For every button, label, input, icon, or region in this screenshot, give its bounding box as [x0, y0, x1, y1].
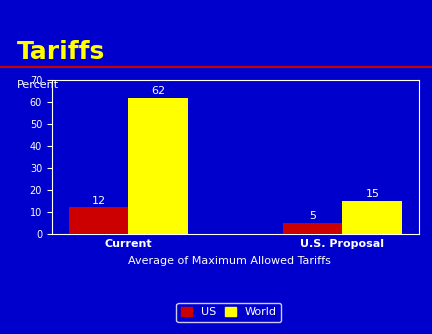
Text: Tariffs: Tariffs [17, 40, 105, 64]
Text: 12: 12 [92, 196, 105, 206]
Text: 15: 15 [365, 189, 379, 199]
Text: Average of Maximum Allowed Tariffs: Average of Maximum Allowed Tariffs [127, 256, 330, 266]
Text: 5: 5 [309, 211, 316, 221]
Text: Percent: Percent [17, 80, 60, 90]
Bar [283, 223, 343, 234]
Bar [128, 98, 188, 234]
Text: 62: 62 [151, 86, 165, 96]
Legend: US, World: US, World [176, 303, 282, 322]
Bar [69, 207, 128, 234]
Bar [343, 201, 402, 234]
